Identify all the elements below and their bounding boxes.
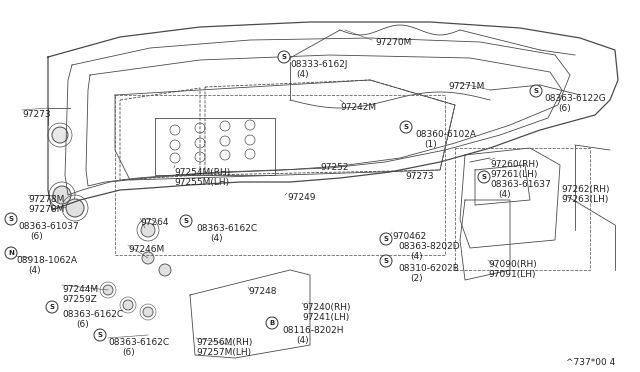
Text: 97244M: 97244M: [62, 285, 98, 294]
Circle shape: [141, 223, 155, 237]
Text: S: S: [534, 88, 538, 94]
Text: 08363-6162C: 08363-6162C: [196, 224, 257, 233]
Text: 97273: 97273: [405, 172, 434, 181]
Circle shape: [180, 215, 192, 227]
Text: (4): (4): [28, 266, 40, 275]
Text: 97255M(LH): 97255M(LH): [174, 178, 229, 187]
Text: (4): (4): [210, 234, 223, 243]
Text: 97242M: 97242M: [340, 103, 376, 112]
Text: 08360-6102A: 08360-6102A: [415, 130, 476, 139]
Circle shape: [66, 199, 84, 217]
Circle shape: [143, 307, 153, 317]
Text: 08363-8202D: 08363-8202D: [398, 242, 460, 251]
Text: 08363-61637: 08363-61637: [490, 180, 551, 189]
Text: (6): (6): [558, 104, 571, 113]
Text: 08310-6202B: 08310-6202B: [398, 264, 459, 273]
Text: (6): (6): [30, 232, 43, 241]
Text: (6): (6): [122, 348, 135, 357]
Circle shape: [94, 329, 106, 341]
Text: S: S: [184, 218, 189, 224]
Text: 97256M(RH): 97256M(RH): [196, 338, 252, 347]
Text: 08363-61037: 08363-61037: [18, 222, 79, 231]
Text: B: B: [269, 320, 275, 326]
Text: 08363-6162C: 08363-6162C: [108, 338, 169, 347]
Text: 97249: 97249: [287, 193, 316, 202]
Text: 08363-6122G: 08363-6122G: [544, 94, 605, 103]
Circle shape: [5, 247, 17, 259]
Text: (4): (4): [296, 336, 308, 345]
Text: ^737*00 4: ^737*00 4: [566, 358, 615, 367]
Text: 08333-6162J: 08333-6162J: [290, 60, 348, 69]
Circle shape: [400, 121, 412, 133]
Text: 97246M: 97246M: [128, 245, 164, 254]
Text: (4): (4): [296, 70, 308, 79]
Circle shape: [5, 213, 17, 225]
Text: 97263(LH): 97263(LH): [561, 195, 609, 204]
Circle shape: [380, 233, 392, 245]
Text: 97091(LH): 97091(LH): [488, 270, 536, 279]
Text: 08363-6162C: 08363-6162C: [62, 310, 123, 319]
Text: S: S: [282, 54, 287, 60]
Text: 97264: 97264: [140, 218, 168, 227]
Text: N: N: [8, 250, 14, 256]
Circle shape: [142, 252, 154, 264]
Text: 97278M: 97278M: [28, 205, 65, 214]
Text: 97270M: 97270M: [375, 38, 412, 47]
Circle shape: [266, 317, 278, 329]
Text: 97278M: 97278M: [28, 195, 65, 204]
Text: 97090(RH): 97090(RH): [488, 260, 537, 269]
Text: (2): (2): [410, 274, 422, 283]
Text: 97252: 97252: [320, 163, 349, 172]
Text: S: S: [383, 258, 388, 264]
Circle shape: [46, 301, 58, 313]
Text: S: S: [8, 216, 13, 222]
Text: 97248: 97248: [248, 287, 276, 296]
Text: (4): (4): [410, 252, 422, 261]
Circle shape: [53, 186, 71, 204]
Circle shape: [530, 85, 542, 97]
Text: S: S: [97, 332, 102, 338]
Circle shape: [123, 300, 133, 310]
Text: S: S: [481, 174, 486, 180]
Circle shape: [380, 255, 392, 267]
Circle shape: [159, 264, 171, 276]
Text: 97241(LH): 97241(LH): [302, 313, 349, 322]
Text: 97262(RH): 97262(RH): [561, 185, 609, 194]
Circle shape: [103, 285, 113, 295]
Circle shape: [278, 51, 290, 63]
Text: 97273: 97273: [22, 110, 51, 119]
Text: (1): (1): [424, 140, 436, 149]
Text: (4): (4): [498, 190, 511, 199]
Text: 97260(RH): 97260(RH): [490, 160, 539, 169]
Text: S: S: [383, 236, 388, 242]
Text: 08116-8202H: 08116-8202H: [282, 326, 344, 335]
Text: 97271M: 97271M: [448, 82, 484, 91]
Circle shape: [52, 127, 68, 143]
Text: 97259Z: 97259Z: [62, 295, 97, 304]
Text: 970462: 970462: [392, 232, 426, 241]
Text: 97257M(LH): 97257M(LH): [196, 348, 251, 357]
Text: S: S: [403, 124, 408, 130]
Text: 08918-1062A: 08918-1062A: [16, 256, 77, 265]
Text: 97261(LH): 97261(LH): [490, 170, 538, 179]
Text: S: S: [49, 304, 54, 310]
Text: 97240(RH): 97240(RH): [302, 303, 351, 312]
Text: 97254M(RH): 97254M(RH): [174, 168, 230, 177]
Circle shape: [478, 171, 490, 183]
Text: (6): (6): [76, 320, 89, 329]
